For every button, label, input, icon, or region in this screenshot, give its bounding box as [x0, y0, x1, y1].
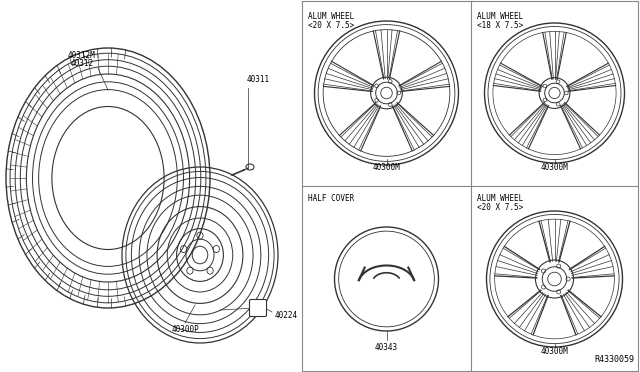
Text: 40311: 40311 [246, 76, 269, 84]
Ellipse shape [335, 227, 438, 331]
Text: ALUM WHEEL: ALUM WHEEL [477, 12, 524, 21]
FancyBboxPatch shape [250, 299, 266, 317]
Text: HALF COVER: HALF COVER [308, 194, 355, 203]
Ellipse shape [246, 164, 254, 170]
Text: <20 X 7.5>: <20 X 7.5> [477, 203, 524, 212]
Text: 40312M: 40312M [68, 51, 96, 60]
Text: 40300M: 40300M [541, 347, 568, 356]
Ellipse shape [254, 304, 262, 312]
Text: <18 X 7.5>: <18 X 7.5> [477, 21, 524, 30]
Text: 40224: 40224 [275, 311, 298, 320]
Ellipse shape [52, 106, 164, 250]
Text: ALUM WHEEL: ALUM WHEEL [477, 194, 524, 203]
Text: 40312: 40312 [70, 60, 93, 68]
Text: 40300M: 40300M [372, 163, 401, 171]
Text: ALUM WHEEL: ALUM WHEEL [308, 12, 355, 21]
Text: 40300P: 40300P [171, 326, 199, 334]
Text: 40343: 40343 [375, 343, 398, 353]
Text: 40300M: 40300M [541, 163, 568, 171]
Text: <20 X 7.5>: <20 X 7.5> [308, 21, 355, 30]
Text: R4330059: R4330059 [594, 355, 634, 364]
